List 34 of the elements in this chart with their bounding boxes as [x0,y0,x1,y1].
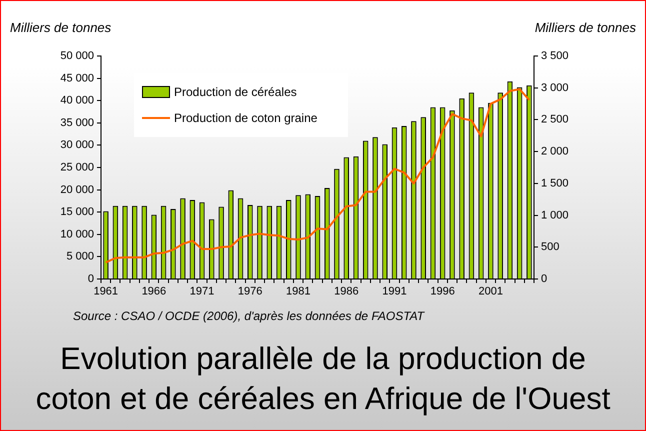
x-tick-label: 1976 [238,286,262,298]
x-tick-label: 1986 [334,286,359,298]
y-tick-label: 25 000 [60,162,94,174]
x-tick-label: 2001 [478,286,503,298]
x-tick-label: 1981 [286,286,310,298]
y-tick-label: 45 000 [60,72,94,84]
y2-tick-label: 0 [541,273,548,286]
x-tick-label: 1991 [382,286,407,298]
y-axis-title: Milliers de tonnes [10,20,112,35]
y2-tick-label: 3 000 [541,82,569,94]
y-tick-label: 10 000 [60,228,94,240]
x-tick-label: 1996 [430,286,455,298]
y-tick-label: 15 000 [60,206,94,218]
y-tick-label: 20 000 [60,184,94,196]
y2-tick-label: 3 500 [541,50,569,62]
y-tick-label: 30 000 [60,139,94,152]
y2-tick-label: 2 000 [541,146,569,158]
y-tick-label: 0 [88,273,94,286]
y2-tick-label: 500 [541,241,560,254]
legend-label: Production de céréales [174,85,297,99]
text: Evolution parallèle de la production de coton et de céréales en Afrique de l'Ouest [34,340,612,418]
y2-tick-label: 2 500 [541,114,569,126]
y-tick-label: 50 000 [60,50,94,62]
y-tick-label: 35 000 [60,116,94,129]
x-tick-label: 1961 [94,286,118,298]
legend-label: Production de coton graine [174,111,318,125]
y2-axis-title: Milliers de tonnes [534,20,636,35]
y2-tick-label: 1 000 [541,209,569,222]
y2-tick-label: 1 500 [541,177,569,190]
source-note: Source : CSAO / OCDE (2006), d'après les données de FAOSTAT [73,309,424,323]
y-tick-label: 5 000 [66,250,94,263]
x-tick-label: 1971 [190,286,214,298]
x-tick-label: 1966 [142,286,166,298]
y-tick-label: 40 000 [60,94,94,107]
